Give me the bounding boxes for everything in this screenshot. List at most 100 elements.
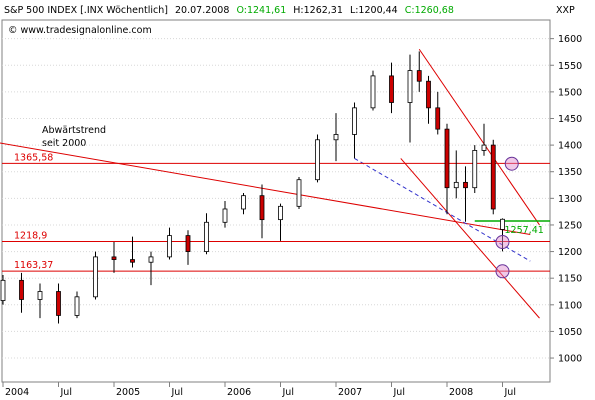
y-tick-label: 1400 [558,141,582,152]
candle-body [0,279,6,301]
x-tick-label: Jul [393,387,405,398]
candle [259,184,265,239]
candle-body [56,291,61,316]
candle [407,54,413,143]
candle-body [315,139,320,181]
y-tick-label: 1550 [558,61,582,72]
candle-body [259,195,265,221]
candle-body [19,279,24,300]
y-tick-label: 1450 [558,114,582,125]
trendlines [0,48,540,319]
candle [472,145,478,194]
annotation-line1: Abwärtstrend [42,125,106,136]
candle [435,91,441,135]
trendline-downtrend-since-2000 [0,142,531,236]
y-tick-label: 1100 [558,300,582,311]
candle-body [389,75,394,103]
candles [0,51,505,324]
x-tick-label: 2007 [338,387,362,398]
candle [111,241,117,273]
x-axis: 2004 Jul 2005 Jul 2006 Jul 2007 Jul 2008 Jul [2,382,516,398]
header-close: C:1260,68 [405,5,454,16]
y-tick-label: 1500 [558,87,582,98]
candle [74,291,80,319]
candle-body [472,150,478,189]
candle [389,62,394,114]
x-tick-label: Jul [171,387,183,398]
annotation-line2: seit 2000 [42,138,86,149]
candle [370,70,376,111]
candle [333,113,339,162]
candle-body [500,218,505,230]
candle [185,230,191,265]
candle [0,274,6,305]
x-tick-label: 2004 [5,387,29,398]
candle-body [426,80,431,109]
candle [481,123,487,156]
candle-body [111,256,117,260]
level-label: 1218,9 [14,231,47,242]
candle [37,283,43,319]
candle [444,123,450,215]
horizontal-levels: 1365,58 1218,9 1163,37 1257,41 [2,152,550,272]
header-ticker: XXP [556,5,575,16]
x-tick-label: Jul [504,387,516,398]
candle [453,150,459,199]
candle-body [407,70,413,103]
candle-body [93,256,98,298]
y-tick-label: 1150 [558,274,582,285]
grid [2,38,550,359]
candle-body [444,128,450,189]
x-tick-label: 2005 [116,387,140,398]
candle [241,193,246,215]
candle [500,218,505,252]
level-label: 1365,58 [14,152,53,163]
candle-body [416,70,422,82]
candle-body [370,75,376,109]
candle-body [352,107,357,135]
candle-body [296,179,302,207]
candle-body [453,181,459,189]
candle-body [185,235,191,252]
candle-body [204,221,209,252]
y-tick-label: 1600 [558,34,582,45]
trendline-channel-upper [418,48,540,226]
candle-body [333,134,339,141]
header-date: 20.07.2008 [175,5,229,16]
candle-body [481,144,487,151]
candle [315,134,320,183]
candle-body [37,291,43,300]
candle [296,177,302,209]
header-high: H:1262,31 [293,5,343,16]
candle [463,166,468,222]
candle [490,139,496,215]
y-tick-label: 1050 [558,327,582,338]
candle-body [278,205,283,221]
y-tick-label: 1250 [558,220,582,231]
y-tick-label: 1000 [558,354,582,365]
markers [495,156,519,279]
x-tick-label: 2006 [227,387,251,398]
candle [416,51,422,92]
header-low: L:1200,44 [350,5,398,16]
plot-frame [1,19,551,383]
candle-body [435,107,441,130]
candle [19,272,24,313]
source-label: © www.tradesignalonline.com [8,25,152,36]
candle [426,75,431,124]
chart-title: S&P 500 INDEX [.INX Wöchentlich] 20.07.2… [4,5,454,16]
candle-body [167,235,172,258]
candle [352,102,357,159]
level-label: 1163,37 [14,260,53,271]
candle-body [241,195,246,210]
y-tick-label: 1350 [558,167,582,178]
x-tick-label: Jul [282,387,294,398]
candle [130,236,135,268]
candle-body [74,296,80,316]
candle [148,251,154,286]
candle [222,201,228,228]
candle-body [130,259,135,263]
candle-body [463,181,468,189]
marker-circle [495,234,510,249]
